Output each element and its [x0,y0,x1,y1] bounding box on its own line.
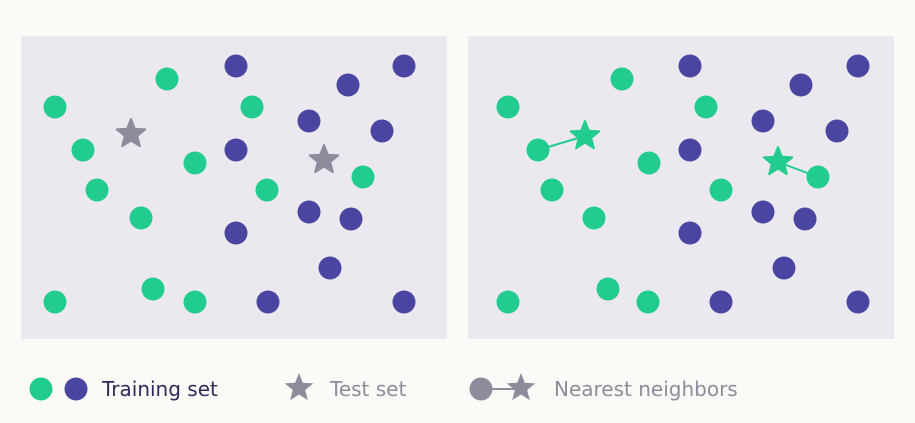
legend-test-label: Test set [329,377,406,401]
left-training-point-purple [392,54,416,78]
right-training-point-purple [709,290,733,314]
left-training-point-purple [392,290,416,314]
right-test-star-icon [762,146,794,176]
right-training-point-green [709,178,733,202]
right-training-point-purple [846,290,870,314]
left-training-point-purple [224,138,248,162]
right-training-point-green [496,290,520,314]
left-test-star-icon [308,144,340,174]
left-training-point-green [43,290,67,314]
right-training-point-green [540,178,564,202]
left-training-point-green [240,95,264,119]
legend-training-label: Training set [101,377,218,401]
left-training-point-purple [224,54,248,78]
right-panel [468,36,894,339]
right-training-point-purple [678,138,702,162]
left-training-point-purple [339,207,363,231]
right-training-point-purple [678,54,702,78]
left-training-point-green [43,95,67,119]
purple-circle-icon [64,377,88,401]
right-training-point-purple [751,200,775,224]
right-training-point-purple [846,54,870,78]
right-training-point-green [496,95,520,119]
left-panel-points [43,54,416,314]
left-training-point-purple [256,290,280,314]
right-training-point-purple [793,207,817,231]
left-training-point-purple [318,256,342,280]
left-training-point-purple [297,109,321,133]
right-training-point-green [636,290,660,314]
right-training-point-green [637,151,661,175]
left-training-point-green [141,277,165,301]
right-training-point-purple [789,73,813,97]
left-training-point-purple [370,119,394,143]
right-training-point-green [582,206,606,230]
star-icon [284,373,314,401]
left-training-point-green [183,151,207,175]
left-test-star-icon [115,118,147,148]
left-training-point-purple [297,200,321,224]
right-training-point-green [526,138,550,162]
left-training-point-green [129,206,153,230]
right-training-point-green [596,277,620,301]
left-panel [21,36,447,339]
circle-line-star-icon [469,373,536,401]
green-circle-icon [29,377,53,401]
left-training-point-green [155,67,179,91]
legend-neighbors-label: Nearest neighbors [554,377,738,401]
left-training-point-green [71,138,95,162]
right-training-point-green [694,95,718,119]
right-training-point-green [610,67,634,91]
legend: Training set Test set Nearest neighbors [29,373,738,401]
right-panel-points [496,54,870,314]
left-training-point-green [255,178,279,202]
right-test-star-icon [569,120,601,150]
right-training-point-purple [825,119,849,143]
left-training-point-green [183,290,207,314]
left-training-point-purple [336,73,360,97]
left-training-point-green [85,178,109,202]
left-training-point-purple [224,221,248,245]
right-training-point-purple [751,109,775,133]
right-training-point-purple [772,256,796,280]
left-training-point-green [351,165,375,189]
right-training-point-purple [678,221,702,245]
right-training-point-green [806,165,830,189]
